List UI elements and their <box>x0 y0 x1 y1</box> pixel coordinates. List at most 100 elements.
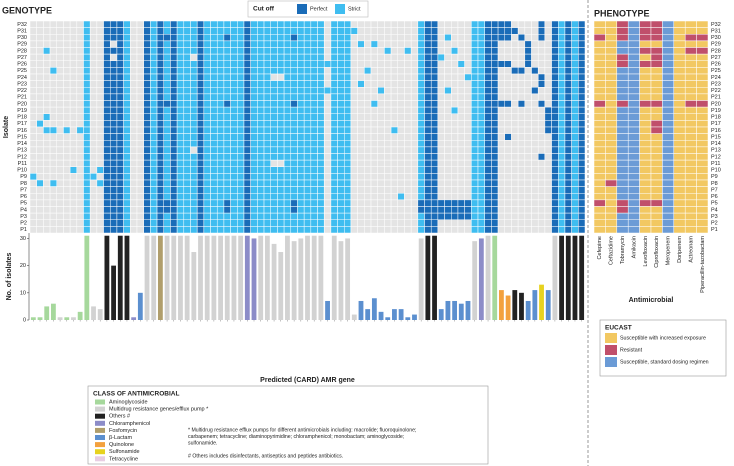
heatmap-cell <box>310 146 318 154</box>
heatmap-cell <box>477 159 485 167</box>
heatmap-cell <box>196 186 205 194</box>
heatmap-cell <box>417 106 425 114</box>
heatmap-cell <box>578 212 586 220</box>
heatmap-cell <box>210 212 218 220</box>
heatmap-cell <box>76 27 84 35</box>
heatmap-cell <box>176 34 185 42</box>
heatmap-cell <box>451 34 459 42</box>
heatmap-cell <box>337 146 345 154</box>
heatmap-cell <box>323 40 332 48</box>
heatmap-cell <box>477 133 485 141</box>
heatmap-cell <box>277 113 285 121</box>
heatmap-cell <box>210 193 218 201</box>
heatmap-cell <box>397 146 405 154</box>
bar <box>84 235 90 320</box>
heatmap-cell <box>163 106 171 114</box>
heatmap-cell <box>257 87 265 95</box>
heatmap-cell <box>390 20 399 28</box>
heatmap-cell <box>627 206 640 214</box>
heatmap-cell <box>303 186 312 194</box>
heatmap-cell <box>183 106 191 114</box>
heatmap-cell <box>558 80 566 88</box>
heatmap-cell <box>337 140 345 148</box>
heatmap-cell <box>216 67 225 75</box>
heatmap-cell <box>196 199 205 207</box>
heatmap-cell <box>464 179 472 187</box>
heatmap-cell <box>484 193 492 201</box>
heatmap-cell <box>364 159 372 167</box>
heatmap-cell <box>243 206 251 214</box>
heatmap-cell <box>163 47 171 55</box>
heatmap-cell <box>96 120 104 128</box>
heatmap-cell <box>43 120 51 128</box>
heatmap-cell <box>130 226 138 234</box>
heatmap-cell <box>370 193 378 201</box>
bar <box>77 311 83 320</box>
heatmap-cell <box>203 133 211 141</box>
heatmap-cell <box>136 40 144 48</box>
heatmap-cell <box>531 53 539 61</box>
heatmap-cell <box>216 106 225 114</box>
row-label: P8 <box>20 181 27 187</box>
heatmap-cell <box>384 47 392 55</box>
heatmap-cell <box>216 173 225 181</box>
heatmap-cell <box>210 106 218 114</box>
heatmap-cell <box>544 219 552 227</box>
heatmap-cell <box>627 106 640 114</box>
heatmap-cell <box>176 186 185 194</box>
heatmap-cell <box>130 120 138 128</box>
heatmap-cell <box>650 27 663 35</box>
heatmap-cell <box>330 159 338 167</box>
heatmap-cell <box>627 193 640 201</box>
heatmap-cell <box>243 80 251 88</box>
heatmap-cell <box>76 93 84 101</box>
row-label: P30 <box>711 35 721 41</box>
heatmap-cell <box>317 166 325 174</box>
heatmap-cell <box>404 206 412 214</box>
heatmap-cell <box>417 126 425 134</box>
heatmap-cell <box>384 80 392 88</box>
heatmap-cell <box>497 133 506 141</box>
heatmap-cell <box>130 106 138 114</box>
heatmap-cell <box>76 106 84 114</box>
heatmap-cell <box>330 53 338 61</box>
heatmap-cell <box>410 146 419 154</box>
heatmap-cell <box>627 166 640 174</box>
heatmap-cell <box>377 47 385 55</box>
heatmap-cell <box>63 87 71 95</box>
heatmap-cell <box>377 173 385 181</box>
heatmap-cell <box>457 73 465 81</box>
heatmap-cell <box>243 179 251 187</box>
heatmap-cell <box>404 113 412 121</box>
heatmap-cell <box>277 53 285 61</box>
heatmap-cell <box>96 140 104 148</box>
heatmap-cell <box>36 87 44 95</box>
heatmap-cell <box>444 179 452 187</box>
heatmap-cell <box>116 179 124 187</box>
heatmap-cell <box>504 173 512 181</box>
heatmap-cell <box>464 166 472 174</box>
heatmap-cell <box>410 206 419 214</box>
heatmap-cell <box>283 212 292 220</box>
heatmap-cell <box>223 193 231 201</box>
heatmap-cell <box>130 40 138 48</box>
heatmap-cell <box>170 20 178 28</box>
heatmap-cell <box>156 140 164 148</box>
heatmap-cell <box>143 87 151 95</box>
heatmap-cell <box>230 226 238 234</box>
heatmap-cell <box>511 106 519 114</box>
heatmap-cell <box>696 53 709 61</box>
heatmap-cell <box>243 20 251 28</box>
heatmap-cell <box>444 73 452 81</box>
row-label: P16 <box>711 128 721 134</box>
heatmap-cell <box>243 219 251 227</box>
heatmap-cell <box>457 93 465 101</box>
bar <box>111 265 116 320</box>
heatmap-cell <box>404 34 412 42</box>
heatmap-cell <box>223 47 231 55</box>
heatmap-cell <box>639 146 652 154</box>
heatmap-cell <box>357 20 365 28</box>
heatmap-cell <box>263 186 271 194</box>
heatmap-cell <box>357 67 365 75</box>
heatmap-cell <box>444 226 452 234</box>
